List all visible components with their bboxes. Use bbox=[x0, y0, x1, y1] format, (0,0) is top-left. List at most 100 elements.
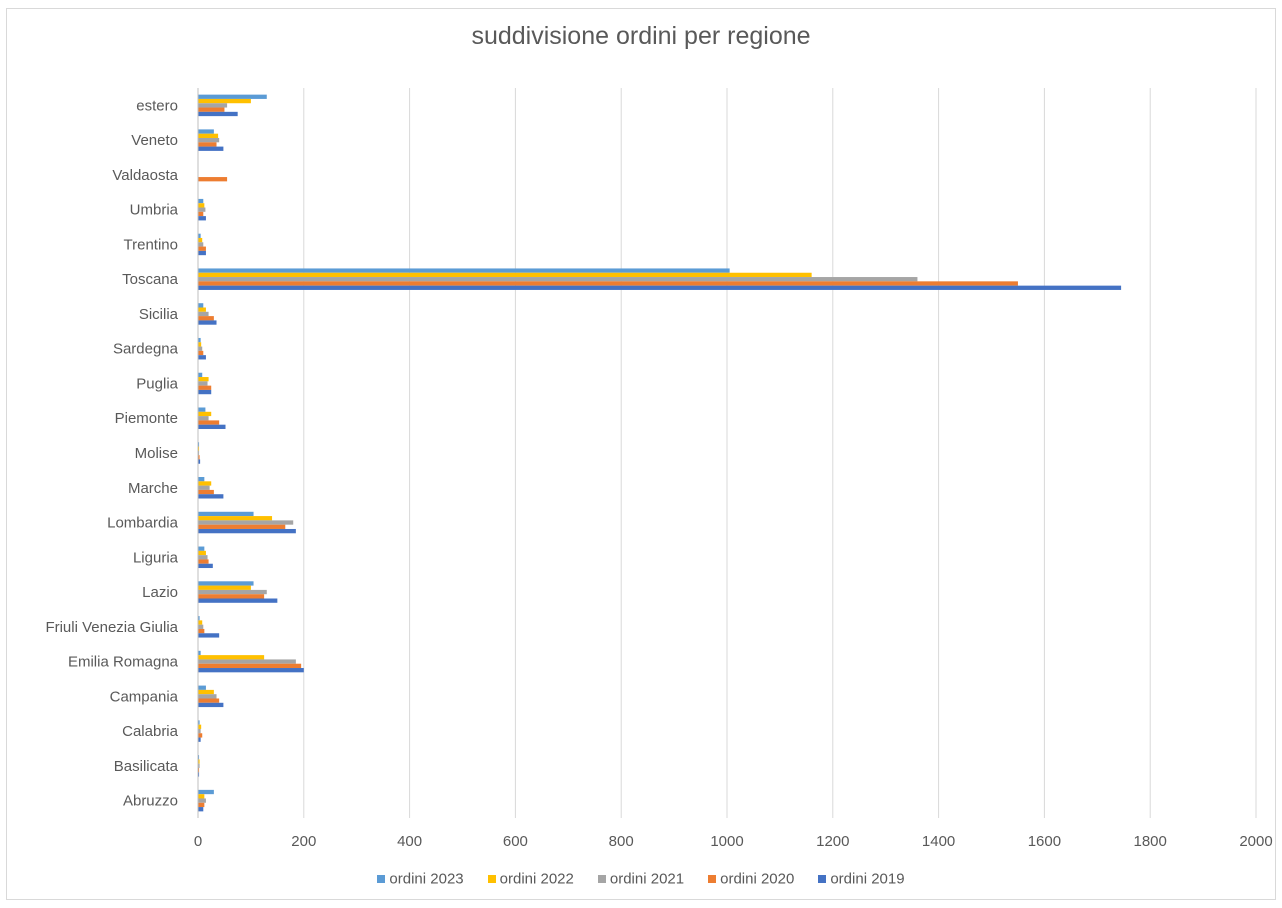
bar bbox=[198, 446, 200, 451]
bar bbox=[198, 624, 204, 629]
bar bbox=[198, 550, 206, 556]
category-label: Umbria bbox=[130, 202, 179, 219]
bar bbox=[198, 546, 205, 551]
bar bbox=[198, 281, 1018, 286]
x-tick-label: 600 bbox=[503, 833, 528, 850]
bar bbox=[198, 807, 204, 812]
bar bbox=[198, 377, 209, 382]
bar bbox=[198, 129, 214, 134]
bar bbox=[198, 655, 265, 660]
bar bbox=[198, 385, 212, 390]
category-label: Valdaosta bbox=[112, 167, 178, 184]
legend-swatch bbox=[708, 875, 717, 884]
bar bbox=[198, 111, 238, 117]
bar bbox=[198, 268, 730, 273]
category-label: Sicilia bbox=[139, 306, 179, 323]
legend-label: ordini 2022 bbox=[499, 870, 574, 888]
x-tick-label: 1400 bbox=[922, 833, 955, 850]
bar bbox=[198, 694, 217, 699]
bar bbox=[198, 137, 220, 143]
legend-label: ordini 2019 bbox=[830, 870, 905, 888]
legend-label: ordini 2021 bbox=[609, 870, 685, 888]
legend-item: ordini 2021 bbox=[597, 870, 685, 888]
bar bbox=[198, 372, 203, 378]
bar bbox=[198, 98, 251, 104]
bar bbox=[198, 798, 206, 803]
bar bbox=[198, 733, 203, 738]
bar bbox=[198, 233, 201, 238]
bar bbox=[198, 759, 200, 764]
bar bbox=[198, 581, 254, 586]
bar bbox=[198, 211, 204, 217]
gridlines bbox=[303, 88, 1257, 818]
bar bbox=[198, 528, 296, 534]
bar bbox=[198, 598, 278, 603]
legend-item: ordini 2019 bbox=[818, 870, 905, 888]
legend-swatch bbox=[597, 875, 606, 884]
bar bbox=[198, 207, 206, 212]
category-label: Piemonte bbox=[115, 410, 178, 427]
bar bbox=[198, 411, 212, 417]
bar bbox=[198, 594, 265, 599]
bar bbox=[198, 133, 219, 138]
bar bbox=[198, 216, 206, 221]
bar bbox=[198, 442, 200, 447]
bar bbox=[198, 424, 226, 429]
bar bbox=[198, 650, 201, 656]
bar bbox=[198, 763, 200, 769]
bar bbox=[198, 272, 812, 278]
category-label: Friuli Venezia Giulia bbox=[45, 619, 178, 636]
bar bbox=[198, 420, 220, 425]
bar bbox=[198, 320, 217, 325]
chart-frame bbox=[6, 8, 1276, 900]
bar bbox=[198, 242, 204, 247]
x-tick-label: 1800 bbox=[1134, 833, 1167, 850]
chart-title: suddivisione ordini per regione bbox=[471, 22, 811, 50]
bar bbox=[198, 737, 201, 742]
category-label: Abruzzo bbox=[123, 793, 178, 810]
bar bbox=[198, 316, 214, 321]
category-axis: Abruzzo Basilicata Calabria Campania Emilia … bbox=[45, 88, 199, 818]
legend-item: ordini 2023 bbox=[377, 870, 464, 888]
legend-swatch bbox=[487, 875, 496, 884]
bar bbox=[198, 350, 204, 356]
bar bbox=[198, 685, 206, 690]
bar bbox=[198, 459, 201, 464]
value-axis: 0 200 400 600 800 1000 1200 1400 1600 1800 2000 bbox=[194, 833, 1273, 850]
bar bbox=[198, 511, 254, 517]
bar bbox=[198, 355, 206, 360]
bar bbox=[198, 277, 918, 282]
bar bbox=[198, 203, 205, 208]
bar bbox=[198, 802, 205, 808]
bar bbox=[198, 342, 202, 347]
bar bbox=[198, 303, 204, 308]
legend-swatch bbox=[377, 875, 386, 884]
bar bbox=[198, 768, 200, 773]
bar bbox=[198, 628, 205, 634]
x-tick-label: 1200 bbox=[816, 833, 849, 850]
bar bbox=[198, 689, 214, 695]
legend-item: ordini 2020 bbox=[708, 870, 794, 888]
category-label: Marche bbox=[128, 480, 178, 497]
bar bbox=[198, 346, 203, 351]
bar bbox=[198, 489, 214, 495]
bar bbox=[198, 381, 208, 386]
bar bbox=[198, 555, 208, 560]
bar bbox=[198, 794, 205, 799]
category-label: Veneto bbox=[131, 132, 178, 149]
category-label: Puglia bbox=[136, 375, 178, 392]
bar bbox=[198, 481, 212, 486]
legend: ordini 2023 ordini 2022 ordini 2021 ordini … bbox=[0, 870, 1282, 888]
bar bbox=[198, 407, 206, 412]
bar bbox=[198, 589, 267, 595]
bar bbox=[198, 772, 200, 777]
x-tick-label: 400 bbox=[397, 833, 422, 850]
bar bbox=[198, 337, 201, 343]
x-tick-label: 200 bbox=[291, 833, 316, 850]
category-label: Liguria bbox=[133, 549, 179, 566]
bar bbox=[198, 107, 225, 112]
bar bbox=[198, 702, 224, 708]
bar bbox=[198, 663, 302, 669]
bar bbox=[198, 311, 209, 317]
